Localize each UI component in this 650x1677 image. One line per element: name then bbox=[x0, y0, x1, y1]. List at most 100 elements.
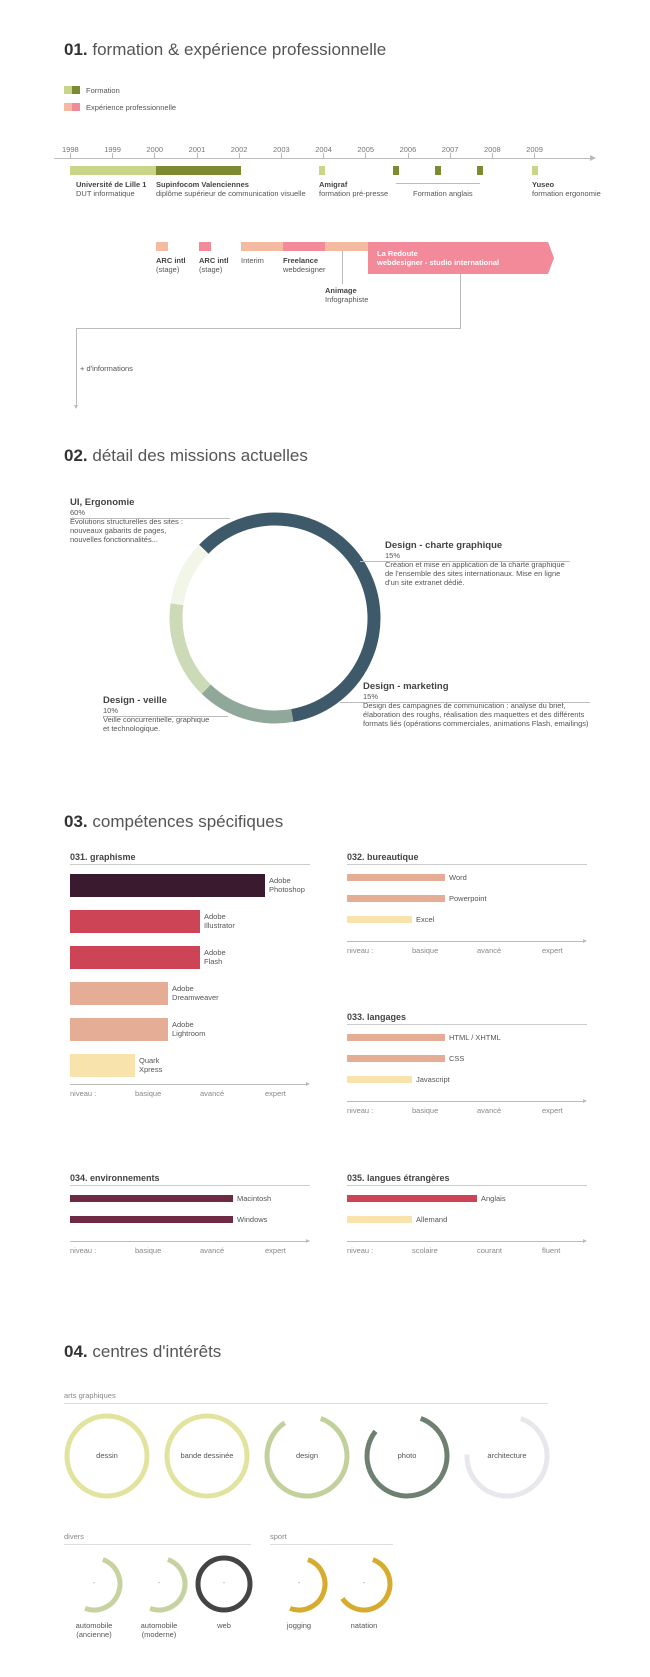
mission-pct: 15% bbox=[385, 551, 401, 560]
timeline-tick bbox=[70, 153, 71, 159]
skill-group-rule bbox=[70, 864, 310, 865]
edu-bar-anglais-2 bbox=[435, 166, 441, 175]
skill-group-title-langages: 033. langages bbox=[347, 1012, 407, 1022]
skill-level-label: niveau : bbox=[347, 1106, 374, 1115]
skill-label-line: Adobe bbox=[269, 876, 291, 885]
skill-label-line: Windows bbox=[237, 1215, 268, 1224]
edu-item-amigraf: Amigraf formation pré-presse bbox=[319, 180, 388, 198]
interest-dash: - bbox=[157, 1578, 161, 1587]
mission-pct: 15% bbox=[363, 692, 379, 701]
exp-current-role: webdesigner - studio international bbox=[377, 258, 500, 267]
skill-label-line: Adobe bbox=[172, 1020, 194, 1029]
timeline-tick bbox=[238, 153, 240, 159]
interest-label: jogging bbox=[259, 1621, 339, 1630]
timeline-tick bbox=[407, 153, 409, 159]
mission-veille: Design - veille 10% Veille concurrentiel… bbox=[103, 696, 210, 734]
mission-desc-line: nouvelles fonctionnalités... bbox=[70, 535, 158, 544]
skill-label: Adobe Photoshop bbox=[269, 876, 305, 894]
skill-label-line: Anglais bbox=[481, 1194, 506, 1203]
timeline-tick bbox=[154, 153, 156, 159]
timeline-year: 2009 bbox=[526, 145, 543, 154]
interest-label-line: web bbox=[217, 1621, 231, 1630]
axis-arrow-icon bbox=[583, 1099, 587, 1103]
interest-label-line: jogging bbox=[286, 1621, 312, 1630]
interest-label-line: natation bbox=[350, 1621, 378, 1630]
more-info-link[interactable]: + d'informations bbox=[80, 364, 133, 373]
interest-label-line: (ancienne) bbox=[76, 1630, 112, 1639]
edu-title: Amigraf bbox=[319, 180, 348, 189]
skill-label: Windows bbox=[237, 1215, 267, 1224]
timeline-year: 1999 bbox=[104, 145, 121, 154]
skill-level-label: avancé bbox=[200, 1246, 225, 1255]
more-connector-down bbox=[76, 328, 77, 408]
interest-ring-divers bbox=[149, 1557, 188, 1613]
skill-label-line: Adobe bbox=[204, 948, 226, 957]
divers-group-label: divers bbox=[64, 1532, 85, 1541]
edu-title: Université de Lille 1 bbox=[76, 180, 147, 189]
skill-group-rule bbox=[347, 1185, 587, 1186]
mission-desc-line: Veille concurrentielle, graphique bbox=[103, 715, 210, 724]
exp-bar-freelance bbox=[283, 242, 325, 251]
axis-arrow-icon bbox=[583, 939, 587, 943]
skill-label-line: Adobe bbox=[204, 912, 226, 921]
mission-ui: UI, Ergonomie 60% Évolutions structurell… bbox=[70, 498, 183, 545]
skill-label-line: Illustrator bbox=[204, 921, 235, 930]
edu-bar-lille bbox=[70, 166, 156, 175]
arrow-down-icon bbox=[74, 405, 78, 409]
skill-level-label: avancé bbox=[477, 946, 502, 955]
timeline-arrow-icon bbox=[590, 155, 596, 161]
edu-desc: diplôme supérieur de communication visue… bbox=[156, 189, 306, 198]
section-title-formation: 01. formation & expérience professionnel… bbox=[64, 40, 386, 60]
skill-bar bbox=[70, 1195, 233, 1202]
skill-label: Adobe Flash bbox=[204, 948, 226, 966]
skill-level-label: expert bbox=[542, 946, 563, 955]
skill-label-line: Allemand bbox=[416, 1215, 448, 1224]
mission-desc-line: Design des campagnes de communication : … bbox=[363, 701, 566, 710]
skill-level-label: avancé bbox=[477, 1106, 502, 1115]
timeline-tick bbox=[323, 153, 325, 159]
legend-label-experience: Expérience professionnelle bbox=[86, 103, 177, 112]
skill-level-label: avancé bbox=[200, 1089, 225, 1098]
interest-label: natation bbox=[324, 1621, 404, 1630]
timeline-year: 2002 bbox=[230, 145, 248, 154]
exp-desc: webdesigner bbox=[283, 265, 326, 274]
skill-label-line: Photoshop bbox=[269, 885, 305, 894]
interest-label-line: automobile bbox=[140, 1621, 178, 1630]
mission-desc-line: élaboration des roughs, réalisation des … bbox=[363, 710, 585, 719]
donut-slice-design-veille bbox=[170, 544, 209, 606]
skill-level-label: courant bbox=[477, 1246, 503, 1255]
interest-ring-bande-dessinée bbox=[164, 1413, 250, 1499]
skill-label: Allemand bbox=[416, 1215, 447, 1224]
timeline-year: 2004 bbox=[315, 145, 332, 154]
exp-title: Freelance bbox=[283, 256, 319, 265]
skill-label-line: Powerpoint bbox=[449, 894, 487, 903]
skill-label-line: Javascript bbox=[416, 1075, 450, 1084]
skill-bar bbox=[347, 1076, 412, 1083]
edu-item-supinfocom: Supinfocom Valenciennes diplôme supérieur… bbox=[156, 180, 306, 198]
skill-axis bbox=[347, 1101, 585, 1102]
missions-donut-chart bbox=[169, 512, 381, 724]
sport-group-label: sport bbox=[270, 1532, 287, 1541]
mission-charte: Design - charte graphique 15% Création e… bbox=[385, 541, 565, 588]
skill-label: Javascript bbox=[416, 1075, 450, 1084]
edu-bar-amigraf bbox=[319, 166, 325, 175]
interest-ring-photo bbox=[364, 1416, 450, 1499]
skill-level-label: basique bbox=[412, 1106, 439, 1115]
exp-item-arc-2: ARC intl (stage) bbox=[199, 256, 229, 274]
interest-ring-divers bbox=[195, 1555, 253, 1613]
mission-desc-line: de l'ensemble des sites internationaux. … bbox=[385, 569, 561, 578]
skill-group-rule bbox=[347, 864, 587, 865]
skill-label-line: CSS bbox=[449, 1054, 465, 1063]
mission-marketing-rule bbox=[340, 702, 590, 703]
skill-group-title-graphisme: 031. graphisme bbox=[70, 852, 136, 862]
interest-label-line: automobile bbox=[75, 1621, 113, 1630]
timeline-year: 2001 bbox=[188, 145, 206, 154]
mission-pct: 60% bbox=[70, 508, 86, 517]
interest-ring-sport bbox=[340, 1557, 393, 1613]
interest-label: automobile (moderne) bbox=[119, 1621, 199, 1639]
legend-swatch-experience-dark bbox=[72, 103, 80, 111]
skill-label: Quark Xpress bbox=[139, 1056, 162, 1074]
skill-label-line: HTML / XHTML bbox=[449, 1033, 501, 1042]
skill-bar bbox=[347, 874, 445, 881]
divers-group-rule bbox=[64, 1544, 251, 1545]
